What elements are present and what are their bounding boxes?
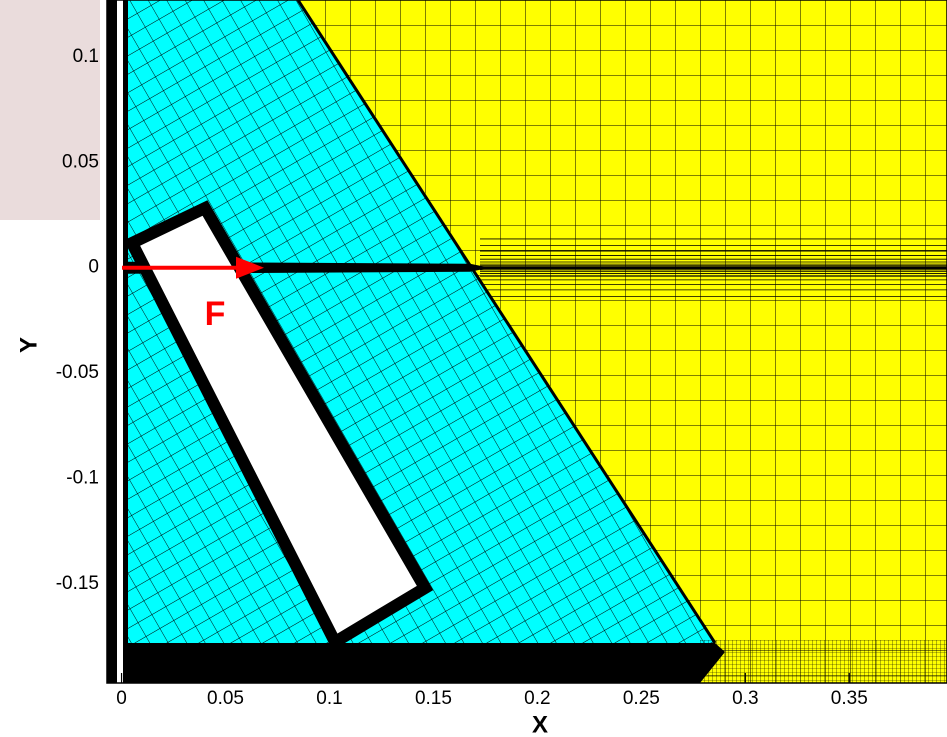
bottom-band <box>128 643 725 683</box>
x-tick-label: 0.35 <box>831 688 868 709</box>
mesh-field <box>107 0 947 683</box>
y-tick-label: -0.05 <box>56 362 99 383</box>
background-panel <box>0 0 100 220</box>
fine-band <box>700 640 947 683</box>
x-tick-label: 0.3 <box>732 688 758 709</box>
x-tick-label: 0.25 <box>623 688 660 709</box>
x-tick-label: 0.15 <box>415 688 452 709</box>
x-tick-label: 0 <box>116 688 127 709</box>
y-tick-label: 0.05 <box>62 151 99 172</box>
x-tick-label: 0.2 <box>524 688 550 709</box>
y-axis-label: Y <box>15 337 42 353</box>
y-tick-label: 0 <box>88 257 99 278</box>
wall-line <box>117 0 123 683</box>
x-tick-label: 0.05 <box>207 688 244 709</box>
y-tick-label: -0.15 <box>56 573 99 594</box>
x-axis-label: X <box>532 711 548 737</box>
force-label: F <box>205 295 226 333</box>
x-tick-label: 0.1 <box>316 688 342 709</box>
y-tick-label: -0.1 <box>66 468 99 489</box>
figure: X Y F 0 0.05 0.1 0.15 0.2 0.25 0.3 0.35 -0.15 -0.1… <box>0 0 947 737</box>
y-tick-label: 0.1 <box>73 46 99 67</box>
